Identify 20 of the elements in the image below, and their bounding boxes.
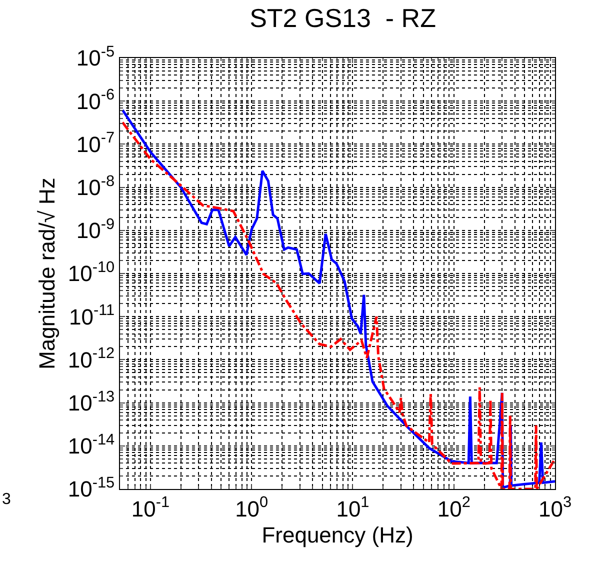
y-tick-label: 10$^{-7}$: [76, 130, 115, 157]
x-tick-label: 10$^{-1}$: [131, 494, 170, 522]
y-tick-label: 10$^{-8}$: [76, 172, 115, 200]
y-tick-label: 10$^{-11}$: [69, 302, 115, 330]
y-axis-title: Magnitude rad/√ Hz: [34, 178, 60, 370]
y-tick-label: 10$^{-13}$: [68, 388, 115, 416]
x-tick-label: 10$^{3}$: [538, 494, 572, 522]
y-tick-label: 10$^{-14}$: [68, 431, 116, 459]
y-tick-label: 10$^{-10}$: [68, 258, 115, 286]
y-tick-label: 10$^{-6}$: [76, 86, 115, 114]
y-tick-label: 10$^{-12}$: [68, 345, 115, 372]
x-tick-label: 10$^{1}$: [336, 494, 370, 522]
y-tick-label: 10$^{-15}$: [68, 474, 115, 502]
y-tick-label: 10$^{-9}$: [76, 216, 115, 244]
chart-title: ST2 GS13 - RZ: [250, 2, 436, 33]
x-tick-label: 10$^{0}$: [235, 494, 268, 522]
y-tick-label: 10$^{-5}$: [76, 43, 115, 71]
text: 3: [2, 491, 11, 508]
x-tick-label: 10$^{2}$: [437, 494, 470, 522]
x-axis-title: Frequency (Hz): [262, 522, 414, 548]
